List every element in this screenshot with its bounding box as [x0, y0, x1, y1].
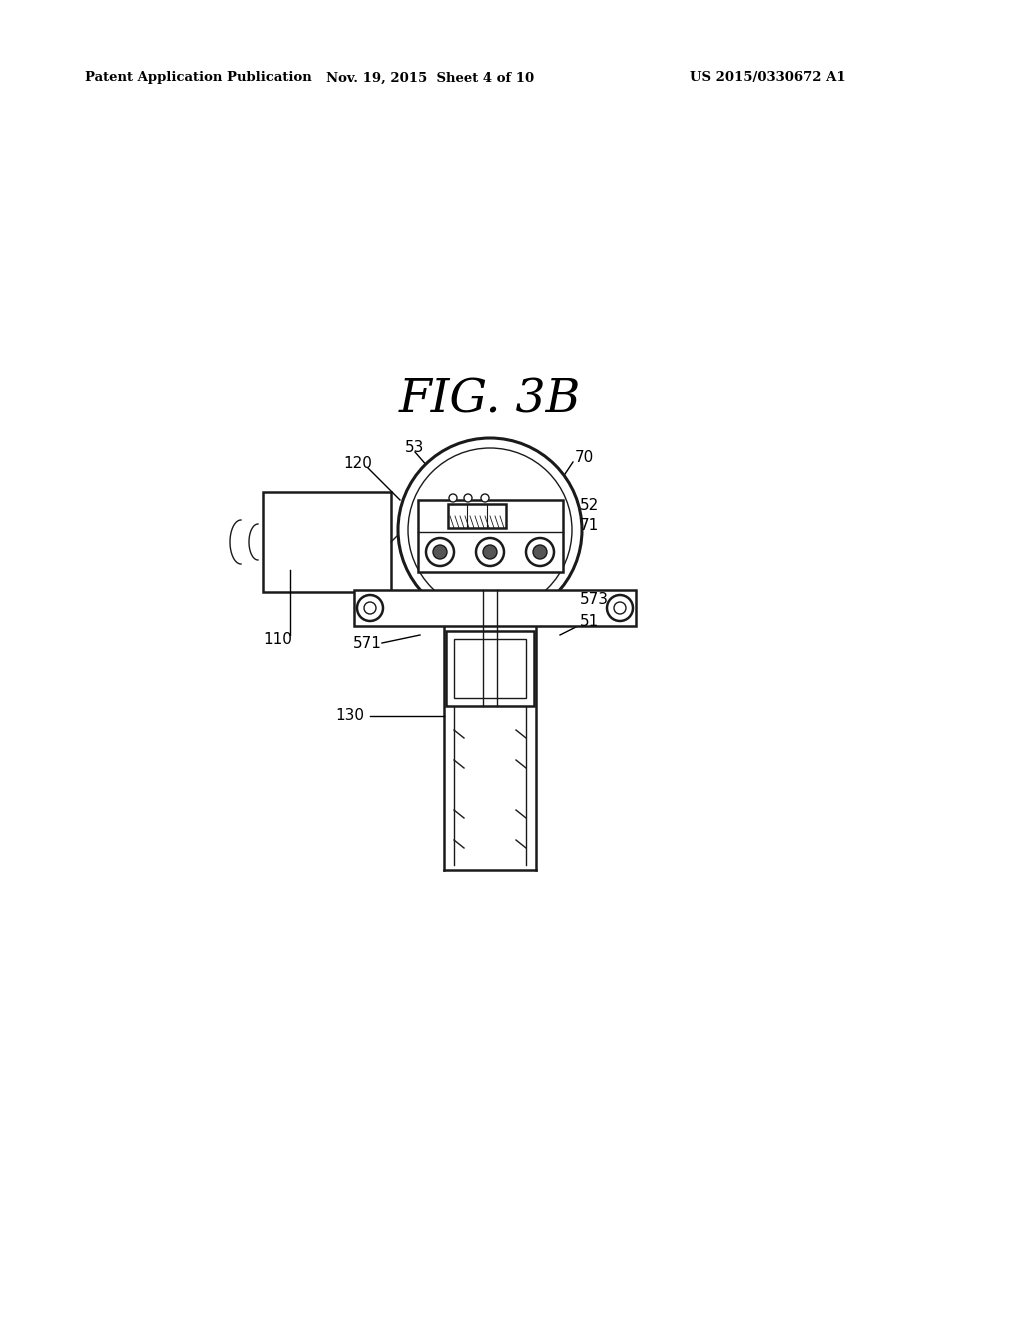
- Circle shape: [364, 602, 376, 614]
- Circle shape: [449, 494, 457, 502]
- Circle shape: [398, 438, 582, 622]
- Circle shape: [476, 539, 504, 566]
- Text: 130: 130: [336, 709, 365, 723]
- Circle shape: [433, 545, 447, 558]
- Circle shape: [483, 545, 497, 558]
- Text: 110: 110: [263, 632, 293, 648]
- Circle shape: [614, 602, 626, 614]
- Circle shape: [481, 494, 489, 502]
- Text: 52: 52: [580, 499, 599, 513]
- Bar: [454, 639, 526, 698]
- Text: 120: 120: [344, 455, 373, 470]
- Bar: [354, 590, 636, 626]
- Text: US 2015/0330672 A1: US 2015/0330672 A1: [690, 71, 846, 84]
- Text: 571: 571: [352, 635, 381, 651]
- Text: 53: 53: [406, 440, 425, 454]
- Text: 70: 70: [575, 450, 594, 466]
- Bar: [418, 500, 563, 572]
- Bar: [446, 631, 534, 706]
- Circle shape: [526, 539, 554, 566]
- Circle shape: [357, 595, 383, 620]
- Text: Patent Application Publication: Patent Application Publication: [85, 71, 311, 84]
- Text: 573: 573: [580, 593, 609, 607]
- Circle shape: [464, 494, 472, 502]
- Text: 51: 51: [580, 615, 599, 630]
- Circle shape: [534, 545, 547, 558]
- Circle shape: [408, 447, 572, 612]
- Text: Nov. 19, 2015  Sheet 4 of 10: Nov. 19, 2015 Sheet 4 of 10: [326, 71, 535, 84]
- Circle shape: [607, 595, 633, 620]
- Bar: [449, 504, 506, 528]
- Circle shape: [426, 539, 454, 566]
- Text: FIG. 3B: FIG. 3B: [398, 378, 582, 422]
- Text: 71: 71: [580, 519, 599, 533]
- Bar: [263, 492, 391, 591]
